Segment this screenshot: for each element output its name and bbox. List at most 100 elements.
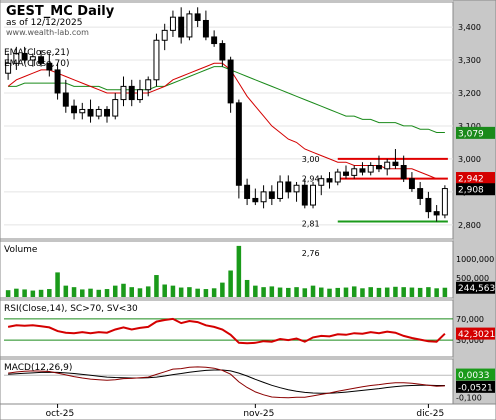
- volume-bar: [63, 285, 69, 297]
- candle-down: [71, 105, 78, 114]
- volume-bar: [5, 290, 11, 297]
- candle-up: [5, 62, 12, 74]
- ema21-value-tag-bg: [456, 172, 495, 185]
- macd-signal-value-tag-bg: [456, 380, 495, 393]
- volume-bar: [96, 289, 102, 297]
- candle-up: [169, 16, 176, 31]
- volume-tick-label: 1000,000: [456, 255, 494, 264]
- rsi-line: [7, 317, 446, 345]
- chart-subtitle: as of 12/12/2025: [6, 18, 82, 28]
- resistance-label: 3,00: [302, 155, 320, 164]
- volume-bar: [319, 287, 324, 297]
- volume-bar: [426, 287, 431, 297]
- support-label: 2,81: [302, 220, 320, 229]
- candle-up: [120, 85, 127, 101]
- candle-up: [260, 191, 267, 203]
- candle-down: [235, 102, 242, 186]
- candle-down: [211, 36, 218, 45]
- volume-bar: [195, 288, 200, 297]
- volume-bar: [269, 286, 275, 297]
- price-tick-label: 2,800: [458, 221, 481, 230]
- volume-pane-label: Volume: [4, 245, 38, 255]
- candle-down: [392, 161, 399, 166]
- candle-down: [104, 108, 110, 117]
- candle-down: [21, 52, 28, 61]
- candle-up: [310, 184, 316, 206]
- candle-down: [252, 197, 259, 203]
- candle-up: [137, 89, 143, 101]
- ema70-line: [8, 66, 445, 133]
- rsi-value-tag-bg: [456, 327, 495, 340]
- candle-up: [161, 29, 168, 41]
- volume-bar: [154, 275, 159, 297]
- volume-bar: [351, 286, 357, 297]
- candle-up: [29, 56, 36, 61]
- volume-bar: [376, 287, 382, 297]
- candle-up: [367, 164, 374, 173]
- candle-down: [326, 178, 333, 183]
- volume-bar: [368, 287, 373, 297]
- chart-title: GEST_MC Daily: [6, 4, 115, 19]
- date-tick-label: dic-25: [416, 409, 444, 419]
- rsi-pane-frame: [0, 299, 454, 358]
- price-tick-label: 3,100: [458, 122, 481, 131]
- volume-bar: [104, 289, 110, 297]
- volume-bar: [277, 287, 283, 297]
- volume-bar: [211, 288, 217, 297]
- volume-bar: [162, 284, 167, 297]
- candle-down: [285, 181, 292, 193]
- price-tick-label: 3,200: [458, 89, 481, 98]
- rsi-tick-label: 70,000: [456, 315, 484, 324]
- candle-down: [128, 85, 135, 101]
- volume-value-tag-bg: [456, 281, 495, 294]
- volume-bar: [129, 287, 134, 297]
- volume-value-tag: 244,563: [458, 284, 495, 294]
- candle-up: [334, 171, 341, 183]
- price-pane-frame: [0, 1, 454, 240]
- volume-bar: [302, 288, 308, 297]
- candle-up: [95, 108, 102, 117]
- candle-down: [62, 92, 69, 107]
- volume-bar: [417, 287, 423, 297]
- volume-bar: [80, 289, 85, 297]
- volume-pane-frame: [0, 240, 454, 299]
- date-tick-label: nov-25: [243, 409, 274, 419]
- low-annotation-label: 2,76: [302, 249, 320, 258]
- candle-down: [87, 108, 94, 117]
- candle-down: [301, 184, 308, 206]
- candle-down: [178, 16, 185, 38]
- ema70-value-tag: 3,079: [458, 129, 484, 139]
- candle-up: [293, 184, 300, 193]
- macd-pane-label: MACD(12,26,9): [4, 363, 72, 373]
- candle-down: [54, 69, 61, 94]
- candle-down: [268, 191, 275, 199]
- candle-up: [186, 13, 193, 38]
- volume-bar: [335, 287, 341, 297]
- volume-bar: [137, 288, 143, 297]
- volume-bar: [286, 287, 291, 297]
- resistance-label: 2,94: [302, 175, 320, 184]
- volume-bar: [343, 287, 349, 297]
- macd-tick-label: -0,100: [456, 393, 482, 402]
- volume-bar: [88, 288, 93, 297]
- macd-signal-line: [8, 369, 445, 394]
- candle-down: [46, 62, 53, 71]
- volume-bar: [294, 287, 299, 297]
- volume-bar: [71, 287, 77, 297]
- candle-up: [79, 108, 86, 114]
- candle-down: [408, 178, 415, 190]
- volume-bar: [220, 282, 225, 297]
- volume-bar: [442, 287, 448, 297]
- candle-down: [194, 13, 201, 21]
- candle-up: [145, 79, 152, 91]
- volume-bar: [360, 288, 365, 297]
- volume-bar: [310, 285, 316, 297]
- volume-bar: [47, 289, 52, 297]
- volume-bar: [112, 285, 118, 297]
- volume-bar: [55, 272, 60, 297]
- rsi-tick-label: 30,000: [456, 336, 484, 345]
- ema21-legend: EMA(Close,21): [4, 48, 69, 58]
- rsi-value-tag: 42,3021: [458, 330, 495, 340]
- macd-value-tag-bg: [456, 368, 495, 381]
